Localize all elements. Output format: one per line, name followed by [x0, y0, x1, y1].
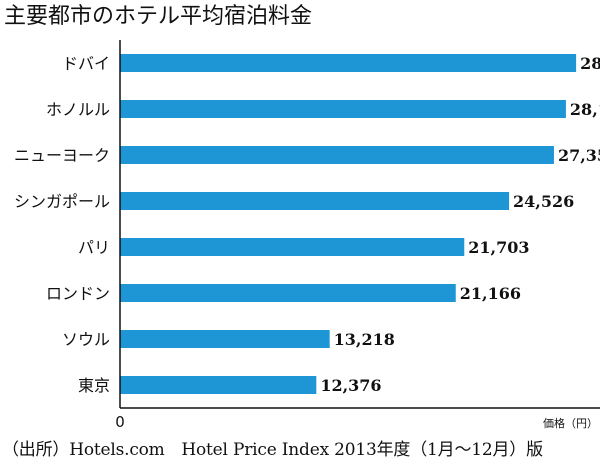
value-label: 21,703: [468, 238, 529, 257]
value-label: 24,526: [513, 192, 574, 211]
bar-0: [120, 54, 577, 72]
category-label: ソウル: [62, 330, 110, 349]
bar-3: [120, 192, 510, 210]
bar-2: [120, 146, 554, 164]
bar-7: [120, 376, 317, 394]
bar-6: [120, 330, 330, 348]
chart-title: 主要都市のホテル平均宿泊料金: [4, 4, 313, 29]
category-label: シンガポール: [14, 192, 110, 211]
category-label: ニューヨーク: [14, 146, 110, 165]
value-label: 28,112: [570, 100, 600, 119]
bars-layer: [120, 54, 577, 394]
category-label: ロンドン: [46, 284, 110, 303]
bar-4: [120, 238, 465, 256]
category-label: ドバイ: [62, 54, 110, 73]
value-label: 21,166: [460, 284, 521, 303]
x-tick-label-0: 0: [115, 413, 125, 431]
source-note: （出所）Hotels.com Hotel Price Index 2013年度（…: [2, 440, 543, 460]
category-label: パリ: [78, 238, 110, 257]
bar-1: [120, 100, 566, 118]
category-label: ホノルル: [46, 100, 110, 119]
value-label: 28,754: [580, 54, 600, 73]
bar-5: [120, 284, 456, 302]
category-label: 東京: [78, 376, 110, 395]
labels-layer: ドバイ 28,754 ホノルル 28,112 ニューヨーク 27,357 シンガポール 24,…: [14, 54, 600, 395]
value-label: 27,357: [558, 146, 600, 165]
x-axis-unit-label: 価格（円）: [543, 416, 598, 430]
value-label: 13,218: [334, 330, 395, 349]
value-label: 12,376: [320, 376, 381, 395]
